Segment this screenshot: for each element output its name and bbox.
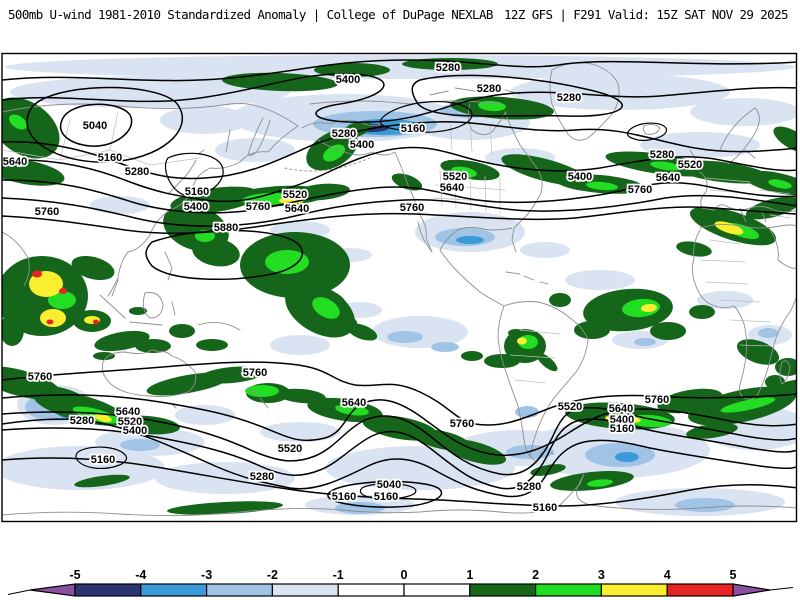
contour-label: 5280 [70, 415, 94, 427]
contour-label: 5280 [125, 166, 149, 178]
contour-label: 5160 [374, 491, 398, 503]
contour-label: 5400 [568, 171, 592, 183]
colorbar-tick-label: -1 [333, 568, 344, 582]
colorbar-tick-label: -2 [267, 568, 278, 582]
map-frame [1, 52, 798, 523]
contour-label: 5640 [116, 406, 140, 418]
colorbar-tick-label: -5 [69, 568, 80, 582]
colorbar-tick-label: -4 [135, 568, 146, 582]
contour-label: 5760 [400, 202, 424, 214]
contour-label: 5280 [650, 149, 674, 161]
contour-label: 5400 [184, 201, 208, 213]
contour-label: 5640 [609, 403, 633, 415]
contour-label: 5640 [342, 397, 366, 409]
colorbar-segment [74, 583, 142, 597]
contour-label: 5280 [557, 92, 581, 104]
contour-label: 5520 [678, 159, 702, 171]
contour-label: 5040 [83, 120, 107, 132]
contour-label: 5400 [350, 139, 374, 151]
contour-label: 5160 [332, 491, 356, 503]
colorbar: -5 -4 -3 -2 -1 0 1 2 3 4 5 [7, 568, 794, 597]
contour-label: 5280 [250, 471, 274, 483]
colorbar-segment [469, 583, 537, 597]
contour-label: 5640 [285, 203, 309, 215]
contour-label: 5760 [28, 371, 52, 383]
contour-label: 5160 [533, 502, 557, 514]
contour-label: 5520 [558, 401, 582, 413]
contour-label: 5760 [645, 394, 669, 406]
contour-label: 5880 [214, 222, 238, 234]
colorbar-tick-label: 1 [466, 568, 473, 582]
contour-layer [2, 59, 797, 508]
contour-label: 5160 [185, 186, 209, 198]
contour-label: 5280 [517, 481, 541, 493]
bright-green-patches [9, 100, 792, 487]
page-title: 500mb U-wind 1981-2010 Standardized Anom… [8, 7, 493, 22]
contour-label: 5520 [278, 443, 302, 455]
contour-label: 5760 [35, 206, 59, 218]
colorbar-tick-label: 0 [401, 568, 408, 582]
red-patches [32, 270, 99, 325]
colorbar-taper-line [7, 587, 794, 595]
contour-label: 5760 [246, 201, 270, 213]
contour-label: 5760 [628, 184, 652, 196]
colorbar-segment [271, 583, 339, 597]
contour-label: 5640 [3, 156, 27, 168]
contour-label: 5400 [610, 414, 634, 426]
contour-label: 5280 [477, 83, 501, 95]
contour-label: 5280 [436, 62, 460, 74]
contour-label: 5520 [283, 189, 307, 201]
contour-label: 5400 [336, 74, 360, 86]
colorbar-tick-label: 2 [532, 568, 539, 582]
colorbar-tick-label: 3 [598, 568, 605, 582]
contour-label: 5760 [243, 367, 267, 379]
colorbar-tick-label: 4 [664, 568, 671, 582]
colorbar-segment [600, 583, 668, 597]
colorbar-segment [206, 583, 274, 597]
contour-label: 5640 [440, 182, 464, 194]
colorbar-segment [666, 583, 734, 597]
yellow-patches [29, 195, 744, 424]
valid-time-title: 12Z GFS | F291 Valid: 15Z SAT NOV 29 202… [504, 7, 789, 22]
colorbar-tick-label: 5 [730, 568, 737, 582]
colorbar-segment [534, 583, 602, 597]
colorbar-tick-label: -3 [201, 568, 212, 582]
contour-label: 5160 [401, 123, 425, 135]
coastline-layer [2, 62, 797, 517]
contour-label: 5520 [118, 416, 142, 428]
contour-label: 5400 [123, 425, 147, 437]
contour-label: 5160 [610, 423, 634, 435]
colorbar-segment [337, 583, 405, 597]
colorbar-under-arrow [29, 583, 76, 597]
contour-label: 5640 [656, 172, 680, 184]
contour-label: 5160 [91, 454, 115, 466]
colorbar-segment [140, 583, 208, 597]
contour-label: 5760 [450, 418, 474, 430]
colorbar-segment [403, 583, 471, 597]
colorbar-over-arrow [732, 583, 771, 597]
contour-label: 5040 [377, 479, 401, 491]
contour-label: 5280 [332, 128, 356, 140]
contour-label: 5520 [443, 171, 467, 183]
contour-label: 5160 [98, 152, 122, 164]
